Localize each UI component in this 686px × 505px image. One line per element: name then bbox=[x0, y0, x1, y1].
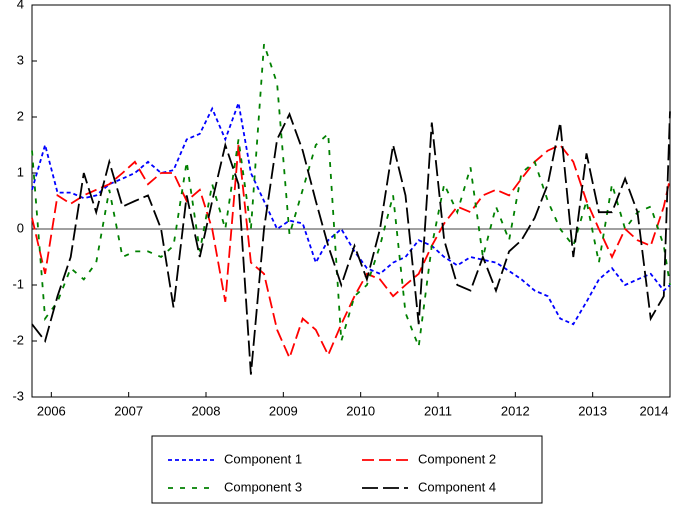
legend-label: Component 2 bbox=[418, 451, 496, 466]
y-tick-label: -3 bbox=[12, 388, 24, 403]
series-line bbox=[31, 43, 671, 347]
legend-label: Component 3 bbox=[224, 479, 302, 494]
legend-label: Component 4 bbox=[418, 479, 496, 494]
legend-box bbox=[151, 435, 543, 504]
series-line bbox=[31, 143, 671, 361]
plot-frame bbox=[31, 4, 671, 398]
x-tick-label: 2014 bbox=[640, 403, 669, 418]
y-tick-label: 0 bbox=[17, 220, 24, 235]
y-tick-label: 1 bbox=[17, 164, 24, 179]
x-tick-label: 2013 bbox=[578, 403, 607, 418]
x-tick-label: 2009 bbox=[269, 403, 298, 418]
y-tick-label: 4 bbox=[17, 0, 24, 11]
x-tick-label: 2011 bbox=[424, 403, 452, 418]
x-tick-label: 2010 bbox=[346, 403, 375, 418]
x-tick-label: 2007 bbox=[114, 403, 143, 418]
legend-label: Component 1 bbox=[224, 451, 302, 466]
y-tick-label: -2 bbox=[12, 332, 24, 347]
y-tick-label: 2 bbox=[17, 108, 24, 123]
x-tick-label: 2012 bbox=[501, 403, 530, 418]
series-line bbox=[31, 99, 671, 326]
y-tick-label: 3 bbox=[17, 52, 24, 67]
x-tick-label: 2008 bbox=[192, 403, 221, 418]
series-line bbox=[31, 111, 671, 375]
x-tick-label: 2006 bbox=[37, 403, 66, 418]
y-tick-label: -1 bbox=[12, 276, 24, 291]
